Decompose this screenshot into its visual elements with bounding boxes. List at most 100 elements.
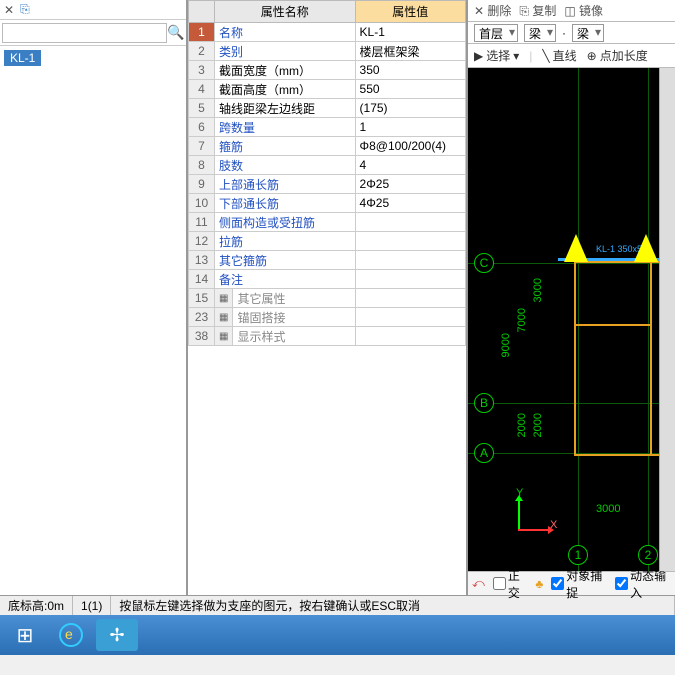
col-name: 属性名称 [215,1,356,23]
line-tool[interactable]: ╲ 直线 [542,47,576,64]
status-bar: 底标高:0m 1(1) 按鼠标左键选择做为支座的图元，按右键确认或ESC取消 [0,595,675,615]
prop-value[interactable]: 4 [355,156,465,175]
prop-value[interactable] [355,232,465,251]
taskbar: ⊞ e ✢ [0,615,675,655]
row-num[interactable]: 4 [189,80,215,99]
row-num[interactable]: 6 [189,118,215,137]
delete-btn[interactable]: ✕ 删除 [474,2,511,19]
ie-icon[interactable]: e [50,619,92,651]
close-icon[interactable]: ✕ [4,3,14,17]
prop-name[interactable]: 箍筋 [215,137,356,156]
property-table: 属性名称 属性值 1名称KL-12类别楼层框架梁3截面宽度（mm）3504截面高… [188,0,466,346]
prop-name[interactable]: 截面高度（mm） [215,80,356,99]
row-num[interactable]: 7 [189,137,215,156]
prop-value[interactable] [355,270,465,289]
cad-panel: ✕ 删除 ⎘ 复制 ◫ 镜像 首层 梁 · 梁 ▶ 选择 ▾ | ╲ 直线 ⊕ … [468,0,675,595]
beam-outline [574,261,652,456]
prop-value[interactable]: 550 [355,80,465,99]
row-num[interactable]: 8 [189,156,215,175]
col-value: 属性值 [355,1,465,23]
support-2 [634,234,658,262]
search-icon[interactable]: 🔍 [167,23,184,43]
prop-name[interactable]: 轴线距梁左边线距 [215,99,356,118]
prop-value[interactable]: KL-1 [355,23,465,42]
dim-h3000: 3000 [596,503,620,515]
floor-dropdown[interactable]: 首层 [474,24,518,42]
expand-icon[interactable]: ▦ [215,327,233,346]
dim-2000a: 2000 [516,413,528,437]
status-count: 1(1) [73,596,111,615]
row-num[interactable]: 23 [189,308,215,327]
prop-value[interactable]: 1 [355,118,465,137]
prop-value[interactable]: 4Φ25 [355,194,465,213]
dim-9000: 9000 [500,333,512,357]
status-hint: 按鼠标左键选择做为支座的图元，按右键确认或ESC取消 [111,596,675,615]
search-input[interactable] [2,23,167,43]
row-num[interactable]: 10 [189,194,215,213]
mirror-btn[interactable]: ◫ 镜像 [564,2,603,19]
row-num[interactable]: 3 [189,61,215,80]
dim-3000: 3000 [532,278,544,302]
row-num[interactable]: 2 [189,42,215,61]
group-name[interactable]: 其它属性 [233,289,355,308]
prop-name[interactable]: 截面宽度（mm） [215,61,356,80]
prop-name[interactable]: 名称 [215,23,356,42]
support-1 [564,234,588,262]
prop-value[interactable]: (175) [355,99,465,118]
copy-icon[interactable]: ⎘ [20,2,30,17]
prop-name[interactable]: 上部通长筋 [215,175,356,194]
prop-value[interactable]: Φ8@100/200(4) [355,137,465,156]
prop-name[interactable]: 备注 [215,270,356,289]
row-num[interactable]: 11 [189,213,215,232]
row-num[interactable]: 12 [189,232,215,251]
prop-value[interactable]: 2Φ25 [355,175,465,194]
point-tool[interactable]: ⊕ 点加长度 [587,47,648,64]
row-num[interactable]: 15 [189,289,215,308]
status-elev: 底标高:0m [0,596,73,615]
cad-viewport[interactable]: 1 2 A B C 2000 2000 7000 9000 3000 3000 … [468,68,675,571]
prop-name[interactable]: 侧面构造或受扭筋 [215,213,356,232]
cad-toolbar-3: ▶ 选择 ▾ | ╲ 直线 ⊕ 点加长度 [468,44,675,68]
prop-name[interactable]: 跨数量 [215,118,356,137]
prop-name[interactable]: 下部通长筋 [215,194,356,213]
prop-name[interactable]: 类别 [215,42,356,61]
group-name[interactable]: 锚固搭接 [233,308,355,327]
prop-value[interactable] [355,251,465,270]
cad-toolbar-2: 首层 梁 · 梁 [468,22,675,44]
select-tool[interactable]: ▶ 选择 ▾ [474,47,519,64]
prop-name[interactable]: 肢数 [215,156,356,175]
left-toolbar: ✕ ⎘ [0,0,186,20]
app-icon[interactable]: ✢ [96,619,138,651]
cad-scrollbar[interactable] [659,68,675,571]
copy-btn[interactable]: ⎘ 复制 [519,2,556,19]
prop-value[interactable]: 楼层框架梁 [355,42,465,61]
axis-2: 2 [638,545,658,565]
prop-name[interactable]: 其它箍筋 [215,251,356,270]
dim-7000: 7000 [516,308,528,332]
row-num[interactable]: 14 [189,270,215,289]
prop-value[interactable]: 350 [355,61,465,80]
prop-value[interactable] [355,213,465,232]
tree-item-kl1[interactable]: KL-1 [4,50,41,66]
property-panel: 属性名称 属性值 1名称KL-12类别楼层框架梁3截面宽度（mm）3504截面高… [188,0,468,595]
tree-area: KL-1 [0,46,186,595]
row-num[interactable]: 5 [189,99,215,118]
row-num[interactable]: 1 [189,23,215,42]
prop-name[interactable]: 拉筋 [215,232,356,251]
row-num[interactable]: 38 [189,327,215,346]
axis-b: B [474,393,494,413]
axis-c: C [474,253,494,273]
group-name[interactable]: 显示样式 [233,327,355,346]
start-button[interactable]: ⊞ [4,619,46,651]
expand-icon[interactable]: ▦ [215,308,233,327]
expand-icon[interactable]: ▦ [215,289,233,308]
cat-dropdown[interactable]: 梁 [524,24,556,42]
row-num[interactable]: 13 [189,251,215,270]
type-dropdown[interactable]: 梁 [572,24,604,42]
cad-bottom-toolbar: ⤺ 正交 ♣ 对象捕捉 动态输入 [468,571,675,595]
cad-toolbar-1: ✕ 删除 ⎘ 复制 ◫ 镜像 [468,0,675,22]
tree-panel: ✕ ⎘ 🔍 KL-1 [0,0,188,595]
dim-2000b: 2000 [532,413,544,437]
axis-a: A [474,443,494,463]
row-num[interactable]: 9 [189,175,215,194]
